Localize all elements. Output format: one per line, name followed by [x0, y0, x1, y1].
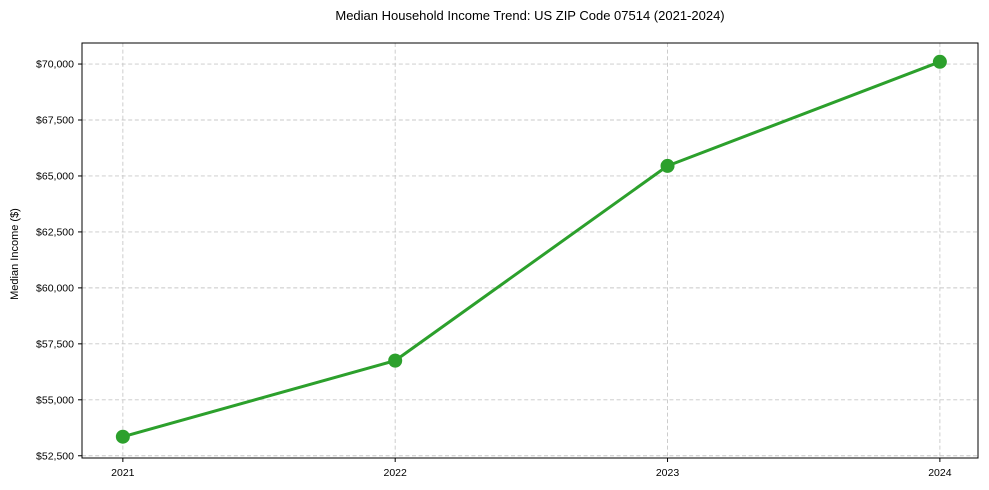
data-point-marker [115, 429, 130, 444]
plot-background [82, 43, 978, 458]
data-point-marker [388, 353, 403, 368]
y-tick-label: $67,500 [36, 115, 74, 127]
y-tick-label: $52,500 [36, 450, 74, 462]
y-tick-label: $55,000 [36, 394, 74, 406]
x-tick-label: 2022 [384, 467, 408, 479]
y-tick-label: $62,500 [36, 226, 74, 238]
y-tick-label: $70,000 [36, 59, 74, 71]
data-point-marker [932, 54, 947, 69]
data-point-marker [660, 158, 675, 173]
axes-frame [81, 42, 979, 459]
x-tick-label: 2024 [928, 467, 952, 479]
y-tick-label: $57,500 [36, 338, 74, 350]
x-tick-label: 2021 [111, 467, 135, 479]
y-tick-label: $60,000 [36, 282, 74, 294]
chart-title: Median Household Income Trend: US ZIP Co… [335, 8, 725, 23]
y-tick-label: $65,000 [36, 170, 74, 182]
x-tick-label: 2023 [656, 467, 680, 479]
data-line [121, 60, 942, 439]
